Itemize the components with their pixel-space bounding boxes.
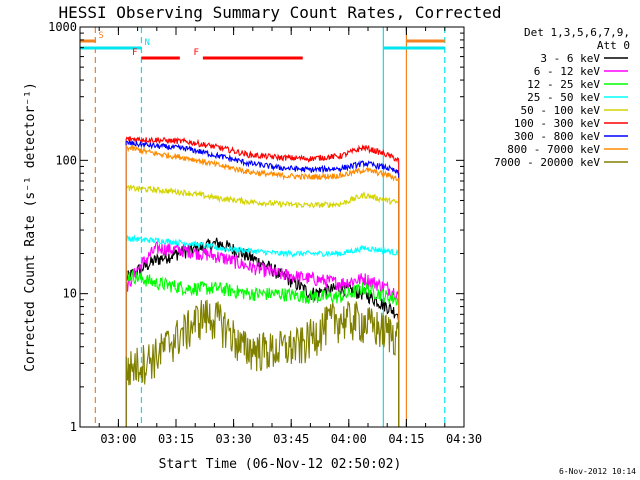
series-line-6 bbox=[125, 138, 400, 427]
axes: 1 10 100 1000 03:00 03:15 03:30 03:45 04:00 04:15… bbox=[48, 20, 482, 446]
flag-label-0: S bbox=[98, 31, 103, 41]
plot-area: SNF F bbox=[80, 27, 446, 427]
legend-label-4: 50 - 100 keV bbox=[521, 104, 601, 117]
x-tick-label-5: 04:15 bbox=[388, 432, 424, 446]
series-5 bbox=[125, 136, 400, 427]
legend-label-5: 100 - 300 keV bbox=[514, 117, 600, 130]
legend-label-0: 3 - 6 keV bbox=[540, 52, 600, 65]
flag-label-2: F bbox=[132, 48, 137, 58]
legend-label-3: 25 - 50 keV bbox=[527, 91, 600, 104]
series-6 bbox=[125, 138, 400, 427]
x-axis-label: Start Time (06-Nov-12 02:50:02) bbox=[159, 457, 402, 472]
flag-label-3: F bbox=[193, 48, 198, 58]
series-line-2 bbox=[125, 268, 400, 427]
y-tick-label-3: 1000 bbox=[48, 20, 77, 34]
y-tick-label-1: 10 bbox=[63, 287, 77, 301]
x-tick-label-0: 03:00 bbox=[100, 432, 136, 446]
series-4 bbox=[125, 184, 400, 427]
series-line-3 bbox=[125, 234, 400, 427]
series-line-5 bbox=[125, 136, 400, 427]
x-tick-label-1: 03:15 bbox=[158, 432, 194, 446]
series-1 bbox=[125, 241, 400, 427]
flag-label-1: N bbox=[144, 38, 149, 48]
series-2 bbox=[125, 268, 400, 427]
legend-header-detectors: Det 1,3,5,6,7,9, bbox=[524, 26, 630, 39]
series-8 bbox=[125, 299, 400, 427]
footer-timestamp: 6-Nov-2012 10:14 bbox=[559, 467, 636, 476]
legend-label-2: 12 - 25 keV bbox=[527, 78, 600, 91]
series-line-4 bbox=[125, 184, 400, 427]
series-line-7 bbox=[125, 144, 400, 427]
y-axis-label: Corrected Count Rate (s⁻¹ detector⁻¹) bbox=[23, 82, 38, 372]
x-tick-label-2: 03:30 bbox=[216, 432, 252, 446]
series-line-1 bbox=[125, 241, 400, 427]
chart-title: HESSI Observing Summary Count Rates, Cor… bbox=[58, 3, 501, 22]
legend-label-7: 800 - 7000 keV bbox=[507, 143, 600, 156]
x-tick-label-3: 03:45 bbox=[273, 432, 309, 446]
series-line-8 bbox=[125, 299, 400, 427]
series-7 bbox=[125, 144, 400, 427]
legend-header-attenuator: Att 0 bbox=[597, 39, 630, 52]
legend-label-6: 300 - 800 keV bbox=[514, 130, 600, 143]
x-tick-label-6: 04:30 bbox=[446, 432, 482, 446]
series-3 bbox=[125, 234, 400, 427]
x-tick-label-4: 04:00 bbox=[331, 432, 367, 446]
legend-label-1: 6 - 12 keV bbox=[534, 65, 601, 78]
y-tick-label-0: 1 bbox=[70, 420, 77, 434]
legend-label-8: 7000 - 20000 keV bbox=[494, 156, 600, 169]
y-tick-label-2: 100 bbox=[55, 153, 77, 167]
